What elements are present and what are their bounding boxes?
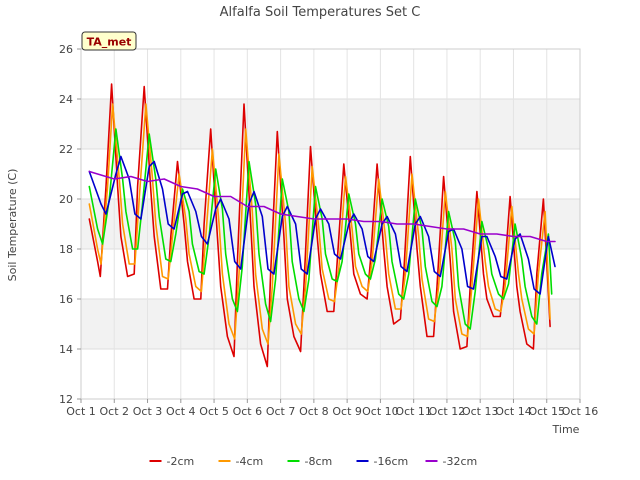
ta-met-badge-label: TA_met — [87, 36, 132, 49]
x-tick-label: Oct 10 — [362, 405, 399, 418]
legend-label: -2cm — [167, 455, 195, 468]
legend-item: -8cm — [287, 455, 333, 468]
y-tick-label: 26 — [59, 43, 73, 56]
x-tick-label: Oct 5 — [199, 405, 229, 418]
series-line-32cm — [88, 170, 556, 243]
chart-title: Alfalfa Soil Temperatures Set C — [220, 5, 421, 20]
x-tick-label: Oct 7 — [266, 405, 296, 418]
legend-item: -32cm — [425, 455, 478, 468]
legend-item: -16cm — [356, 455, 409, 468]
x-axis-label: Time — [552, 423, 580, 436]
plot-band — [81, 149, 580, 199]
legend-item: -2cm — [149, 455, 195, 468]
legend: -2cm -4cm -8cm -16cm -32cm — [149, 455, 478, 468]
y-tick-label: 22 — [59, 143, 73, 156]
x-tick-label: Oct 11 — [395, 405, 432, 418]
y-tick-label: 16 — [59, 293, 73, 306]
y-axis-ticks: 12 14 16 18 20 22 24 26 — [59, 43, 81, 406]
series-line-8cm — [88, 128, 553, 330]
ta-met-badge: TA_met — [81, 31, 137, 51]
y-axis-label: Soil Temperature (C) — [6, 169, 19, 282]
x-tick-label: Oct 6 — [233, 405, 263, 418]
plot-band — [81, 349, 580, 399]
series-line-4cm — [88, 103, 551, 345]
y-tick-label: 18 — [59, 243, 73, 256]
plot-band — [81, 99, 580, 149]
x-tick-label: Oct 15 — [528, 405, 565, 418]
y-tick-label: 24 — [59, 93, 73, 106]
x-tick-label: Oct 2 — [100, 405, 130, 418]
x-tick-label: Oct 16 — [562, 405, 599, 418]
series-line-16cm — [88, 155, 556, 295]
plot-band — [81, 199, 580, 249]
x-tick-label: Oct 1 — [66, 405, 96, 418]
legend-label: -4cm — [236, 455, 264, 468]
plot-background-bands — [81, 49, 580, 399]
legend-label: -8cm — [305, 455, 333, 468]
x-tick-label: Oct 4 — [166, 405, 196, 418]
x-tick-label: Oct 3 — [133, 405, 163, 418]
legend-label: -16cm — [374, 455, 409, 468]
plot-band — [81, 49, 580, 99]
x-tick-label: Oct 9 — [332, 405, 362, 418]
x-axis-ticks: Oct 1 Oct 2 Oct 3 Oct 4 Oct 5 Oct 6 Oct 7 Oct 8… — [66, 399, 598, 418]
y-tick-label: 20 — [59, 193, 73, 206]
legend-label: -32cm — [443, 455, 478, 468]
series-lines — [88, 83, 556, 368]
x-tick-label: Oct 13 — [462, 405, 499, 418]
legend-item: -4cm — [218, 455, 264, 468]
plot-band — [81, 299, 580, 349]
x-tick-label: Oct 8 — [299, 405, 329, 418]
x-tick-label: Oct 12 — [429, 405, 466, 418]
x-tick-label: Oct 14 — [495, 405, 532, 418]
series-line-2cm — [88, 83, 551, 368]
plot-frame — [80, 48, 581, 400]
y-tick-label: 14 — [59, 343, 73, 356]
y-tick-label: 12 — [59, 393, 73, 406]
